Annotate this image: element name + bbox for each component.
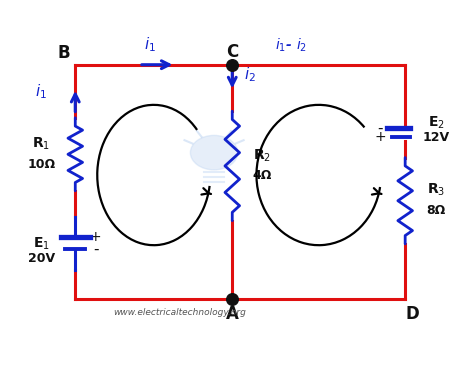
Text: A: A — [226, 305, 239, 323]
Text: 8Ω: 8Ω — [427, 204, 446, 217]
Text: $i_1$- $i_2$: $i_1$- $i_2$ — [275, 37, 308, 54]
Text: E$_1$: E$_1$ — [33, 235, 50, 251]
Text: 10Ω: 10Ω — [27, 158, 55, 171]
Text: R$_3$: R$_3$ — [427, 182, 445, 199]
Text: -: - — [93, 241, 99, 256]
Text: $i_1$: $i_1$ — [144, 36, 155, 54]
Text: D: D — [405, 305, 419, 323]
Text: B: B — [57, 44, 70, 62]
Text: -: - — [377, 121, 383, 135]
Text: 20V: 20V — [27, 252, 55, 265]
Text: www.electricaltechnology.org: www.electricaltechnology.org — [113, 308, 246, 317]
Text: E$_2$: E$_2$ — [428, 115, 445, 131]
Point — [228, 62, 236, 68]
Point — [228, 296, 236, 302]
Text: +: + — [90, 230, 101, 244]
Text: +: + — [374, 130, 386, 144]
Text: Circuit Solving by Kirchhoff's Laws: Circuit Solving by Kirchhoff's Laws — [75, 357, 399, 375]
Circle shape — [191, 135, 238, 170]
Text: 4Ω: 4Ω — [252, 169, 272, 182]
Text: $i_2$: $i_2$ — [244, 66, 255, 84]
Text: R$_2$: R$_2$ — [253, 147, 271, 164]
Text: R$_1$: R$_1$ — [32, 136, 50, 152]
Text: C: C — [226, 43, 238, 61]
Text: $i_1$: $i_1$ — [35, 82, 47, 101]
Text: 12V: 12V — [422, 131, 450, 144]
